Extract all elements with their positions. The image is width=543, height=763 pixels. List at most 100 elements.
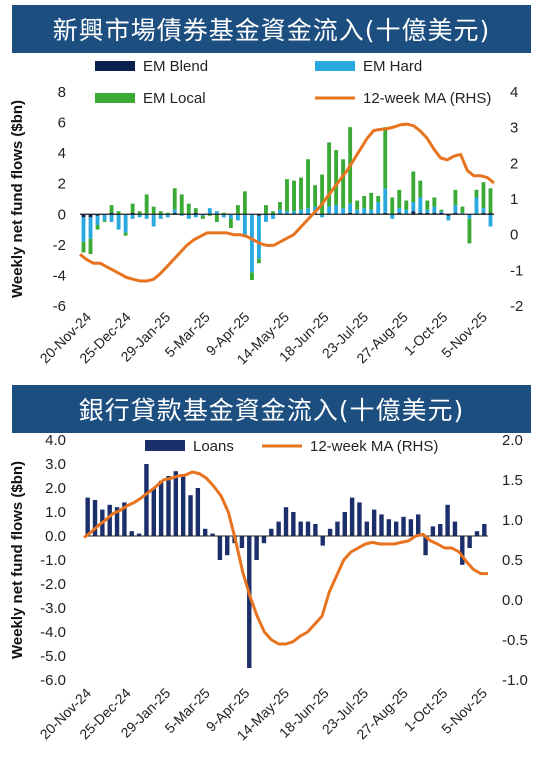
bar	[383, 212, 388, 215]
bar	[249, 272, 254, 281]
y-tick-label: -6.0	[40, 672, 66, 689]
bar	[362, 208, 367, 215]
bar	[109, 205, 114, 213]
bar	[467, 536, 472, 548]
bar	[383, 127, 388, 189]
bar	[327, 206, 332, 215]
bar	[423, 536, 428, 556]
bar	[369, 209, 374, 215]
bar	[401, 516, 406, 536]
bar	[348, 212, 353, 215]
bar	[397, 189, 402, 209]
bar	[474, 189, 479, 198]
bar	[88, 238, 93, 255]
bar	[397, 208, 402, 213]
bar	[278, 202, 282, 210]
bar	[334, 205, 339, 215]
bar	[292, 180, 296, 212]
y2-tick-label: -0.5	[502, 632, 528, 649]
chart2-title: 銀行貸款基金資金流入(十億美元)	[12, 385, 531, 433]
bar	[269, 528, 274, 536]
y-tick-label: -5.0	[40, 648, 66, 665]
bar	[249, 214, 254, 273]
bar	[144, 214, 149, 219]
bar	[369, 192, 374, 210]
bar	[130, 203, 135, 213]
bar	[95, 224, 100, 230]
bar	[298, 521, 303, 536]
bar	[408, 519, 414, 536]
legend-swatch	[95, 93, 135, 103]
bar	[432, 212, 437, 215]
bar	[411, 211, 416, 215]
bar	[130, 214, 135, 219]
y-tick-label: 4.0	[45, 432, 66, 449]
bar	[411, 171, 416, 203]
y-tick-label: 0.0	[45, 528, 66, 545]
bank-loan-flows-chart: Loans 12-week MA (RHS) 4.0 3.0 2.0 1.0 0.0 -1.0…	[9, 432, 528, 743]
bar	[247, 536, 252, 668]
bar	[393, 521, 399, 536]
bar	[92, 500, 98, 536]
bar	[257, 258, 261, 264]
bar	[327, 142, 332, 207]
bar	[379, 514, 384, 536]
bar	[327, 528, 333, 536]
bar	[122, 502, 127, 536]
y-tick-label: 2.0	[45, 480, 66, 497]
bar	[341, 208, 346, 215]
bar	[362, 195, 367, 209]
y-tick-label: -3.0	[40, 600, 66, 617]
bar	[151, 488, 156, 536]
bar	[460, 206, 465, 213]
y-tick-label: -4.0	[40, 624, 66, 641]
y-tick-label: -2	[53, 237, 66, 254]
bar	[214, 211, 219, 215]
bar	[276, 521, 281, 536]
bar	[228, 214, 233, 219]
bar	[123, 214, 128, 233]
bar	[452, 521, 458, 536]
bar	[271, 214, 275, 219]
legend-swatch	[95, 61, 135, 71]
y2-tick-label: 0	[510, 227, 518, 244]
bar	[81, 217, 86, 242]
legend-label: EM Blend	[143, 58, 208, 75]
bar	[488, 214, 493, 227]
bar	[207, 208, 212, 215]
bar	[467, 214, 472, 219]
bar	[144, 194, 149, 215]
bar	[165, 214, 170, 218]
legend-label: Loans	[193, 438, 234, 455]
bar	[193, 212, 198, 215]
bar	[425, 209, 430, 213]
bar	[109, 214, 114, 222]
bar	[446, 215, 451, 221]
bar	[418, 212, 423, 215]
bar	[102, 214, 107, 221]
y2-tick-label: 3	[510, 120, 518, 137]
bar	[432, 197, 437, 207]
legend-label: 12-week MA (RHS)	[310, 438, 438, 455]
bar	[341, 159, 346, 209]
bar	[114, 507, 120, 536]
bar	[221, 212, 226, 215]
y-tick-label: 4	[58, 145, 66, 162]
bar	[299, 177, 303, 210]
y2-tick-label: 0.0	[502, 592, 523, 609]
bar	[390, 197, 395, 215]
bar	[172, 209, 177, 213]
bar	[116, 214, 121, 230]
bar	[355, 209, 360, 215]
y2-tick-label: 0.5	[502, 552, 523, 569]
bar	[228, 218, 233, 229]
legend-label: 12-week MA (RHS)	[363, 90, 491, 107]
bar	[264, 205, 268, 215]
bar	[453, 212, 458, 215]
bar	[214, 214, 219, 222]
bar	[371, 509, 377, 536]
legend-label: EM Hard	[363, 58, 422, 75]
bar	[186, 214, 191, 219]
bar	[357, 502, 362, 536]
bar	[242, 191, 247, 215]
